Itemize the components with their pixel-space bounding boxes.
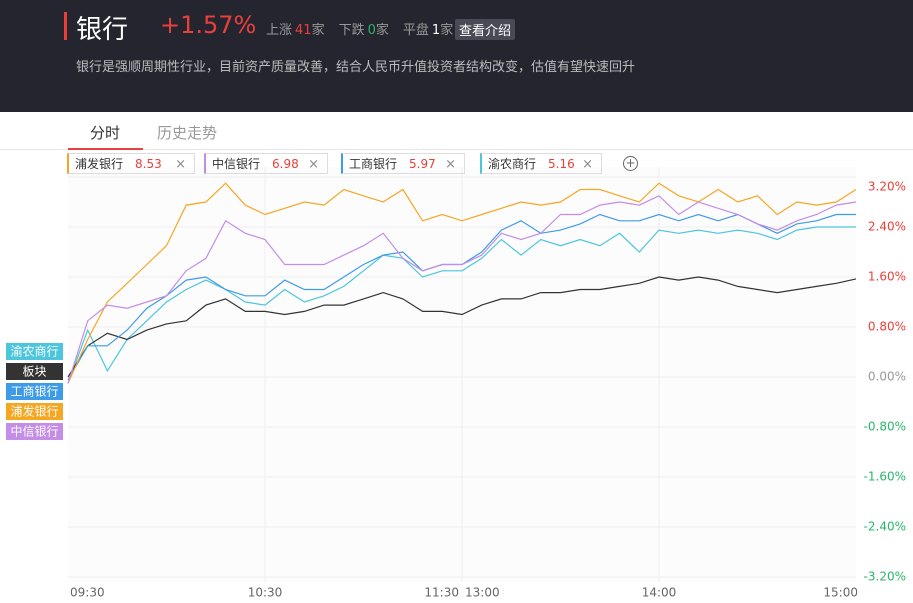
tab-border <box>0 149 913 150</box>
y-tick-label: 2.40% <box>868 220 906 234</box>
tab-underline <box>68 148 143 150</box>
x-tick-label: 11:30 <box>424 586 459 600</box>
x-tick-label: 15:00 <box>823 586 858 600</box>
chip-name: 浦发银行 <box>75 157 124 171</box>
legend-item: 渝农商行 <box>6 343 63 360</box>
legend-label: 板块 <box>22 365 46 379</box>
x-tick-label: 10:30 <box>248 586 283 600</box>
line <box>67 226 856 384</box>
chip-name: 中信银行 <box>212 157 261 171</box>
chip-price: 5.16 <box>548 157 575 171</box>
stat-label: 上涨 <box>266 23 293 38</box>
x-tick-label: 13:00 <box>465 586 500 600</box>
line <box>67 195 857 384</box>
stock-chip[interactable]: 渝农商行 5.16 × <box>480 153 602 174</box>
legend-label: 中信银行 <box>10 424 58 439</box>
stock-chip[interactable]: 工商银行 5.97 × <box>341 153 465 174</box>
stat-label: 下跌 <box>338 23 365 38</box>
legend-label: 浦发银行 <box>10 404 58 419</box>
line <box>67 276 857 378</box>
description: 银行是强顺周期性行业，目前资产质量改善，结合人民币升值投资者结构改变，估值有望快… <box>76 60 636 75</box>
change: +1.57% <box>160 11 257 39</box>
chip-price: 6.98 <box>272 157 299 171</box>
stat-count: 1 <box>431 23 441 38</box>
y-tick-label: -2.40% <box>864 520 906 534</box>
stats: 上涨 41家 下跌 0家 平盘 1家 <box>266 19 453 38</box>
line <box>67 182 857 384</box>
chip-price: 8.53 <box>135 157 162 171</box>
y-tick-label: -0.80% <box>864 420 906 434</box>
legend-swatch <box>6 343 63 360</box>
stock-chip[interactable]: 中信银行 6.98 × <box>204 153 328 174</box>
x-tick-label: 09:30 <box>70 586 105 600</box>
y-tick-label: 1.60% <box>868 270 906 284</box>
legend-item: 浦发银行 <box>6 403 63 420</box>
chip-close[interactable]: × <box>175 157 186 172</box>
legend-swatch <box>6 403 63 420</box>
chip-name: 工商银行 <box>349 157 398 171</box>
stat-count: 0 <box>367 23 376 38</box>
stat-unit: 家 <box>440 23 454 38</box>
stat-unit: 家 <box>375 23 389 38</box>
legend-label: 工商银行 <box>10 384 58 399</box>
y-tick-label: 0.00% <box>868 370 906 384</box>
add-button[interactable]: + <box>623 156 638 171</box>
stat-count: 41 <box>295 23 312 38</box>
chip-close[interactable]: × <box>445 157 456 172</box>
chip-close[interactable]: × <box>308 157 319 172</box>
chip-name: 渝农商行 <box>488 157 537 171</box>
stock-chip[interactable]: 浦发银行 8.53 × <box>67 153 195 174</box>
legend-swatch <box>6 423 63 440</box>
y-tick-label: -1.60% <box>864 470 906 484</box>
legend-label: 渝农商行 <box>10 344 58 359</box>
legend-item: 中信银行 <box>6 423 63 440</box>
y-tick-label: 0.80% <box>868 320 906 334</box>
header: 银行 +1.57% 上涨 41家 下跌 0家 平盘 1家 查看介绍 银行是强顺周期性行业，… <box>0 0 913 112</box>
tab[interactable]: 分时 <box>90 124 121 142</box>
y-tick-label: 3.20% <box>868 180 906 194</box>
y-tick-label: -3.20% <box>864 570 906 584</box>
legend-item: 板块 <box>6 363 63 380</box>
stat-label: 平盘 <box>402 23 429 38</box>
x-tick-label: 14:00 <box>642 586 677 600</box>
stat-unit: 家 <box>311 23 325 38</box>
intro-button[interactable]: 查看介绍 <box>455 19 516 40</box>
legend-swatch <box>6 383 63 400</box>
legend-item: 工商银行 <box>6 383 63 400</box>
title: 银行 <box>76 15 129 45</box>
tab[interactable]: 历史走势 <box>157 124 218 142</box>
title-bar <box>64 12 67 40</box>
legend-swatch <box>6 363 63 380</box>
chip-close[interactable]: × <box>582 157 593 172</box>
chip-price: 5.97 <box>409 157 436 171</box>
